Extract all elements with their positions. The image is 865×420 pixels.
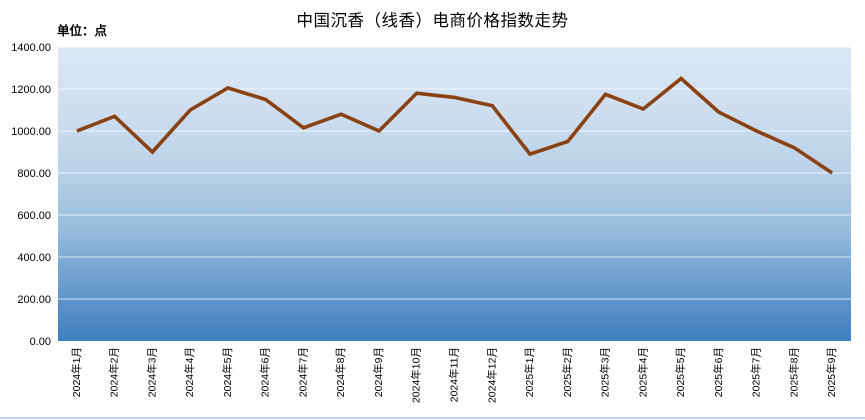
unit-label: 单位：点: [57, 24, 108, 38]
y-axis-tick-label: 0.00: [30, 336, 51, 348]
x-axis-tick-label: 2024年1月: [70, 347, 83, 397]
y-axis-tick-label: 1000.00: [11, 126, 51, 138]
x-axis-tick-label: 2024年12月: [485, 347, 498, 403]
chart-title: 中国沉香（线香）电商价格指数走势: [296, 11, 569, 30]
x-axis-tick-label: 2025年4月: [636, 347, 649, 397]
x-axis-tick-label: 2024年8月: [334, 347, 347, 397]
y-axis-tick-label: 800.00: [17, 168, 51, 180]
x-axis-tick-label: 2025年8月: [787, 347, 800, 397]
x-axis-tick-label: 2024年7月: [297, 347, 310, 397]
price-line: [76, 76, 834, 175]
x-axis-tick-label: 2025年2月: [561, 347, 574, 397]
x-axis-tick-label: 2024年5月: [221, 347, 234, 397]
y-axis-tick-label: 400.00: [17, 252, 51, 264]
x-axis-tick-label: 2024年6月: [259, 347, 272, 397]
x-axis-tick-label: 2024年3月: [145, 347, 158, 397]
x-axis-tick-label: 2025年9月: [825, 347, 838, 397]
x-axis-tick-label: 2024年11月: [448, 347, 461, 402]
x-axis-tick-label: 2024年10月: [410, 347, 423, 403]
x-axis-tick-label: 2024年4月: [183, 347, 196, 397]
x-axis-tick-label: 2024年2月: [108, 347, 121, 397]
x-axis-tick-label: 2024年9月: [372, 347, 385, 397]
x-axis-tick-label: 2025年5月: [674, 347, 687, 397]
x-axis-tick-label: 2025年3月: [599, 347, 612, 397]
y-axis-tick-label: 600.00: [17, 210, 51, 222]
plot-area-background: [58, 47, 851, 341]
y-axis-tick-label: 1400.00: [11, 42, 51, 54]
chart-bottom-border: [0, 417, 865, 419]
y-axis-tick-label: 1200.00: [11, 84, 51, 96]
x-axis-tick-label: 2025年6月: [712, 347, 725, 397]
x-axis-tick-label: 2025年7月: [750, 347, 763, 397]
x-axis-tick-label: 2025年1月: [523, 347, 536, 397]
y-axis-tick-label: 200.00: [17, 294, 51, 306]
